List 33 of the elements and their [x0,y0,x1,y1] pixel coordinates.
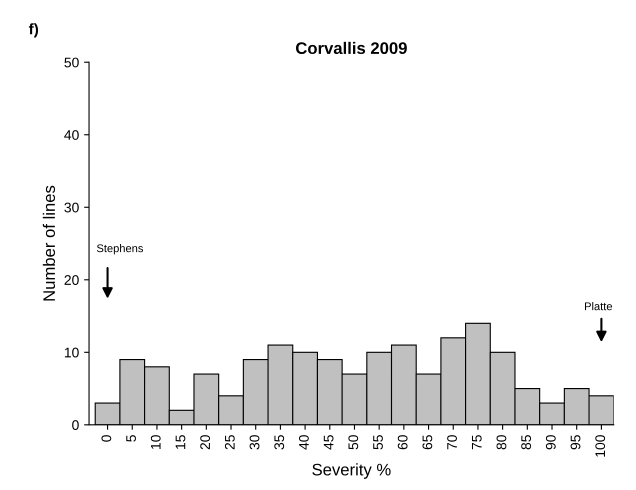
y-tick-label: 50 [64,58,79,68]
x-tick-label: 35 [274,435,284,450]
y-tick-label: 40 [64,130,79,140]
x-tick-label: 50 [348,435,358,450]
y-tick-label: 30 [64,202,79,212]
x-tick-label: 75 [472,435,482,450]
x-tick-label: 0 [101,435,112,442]
x-tick-label: 20 [200,435,210,450]
y-tick-label: 0 [72,420,79,430]
x-tick-label: 85 [521,435,532,450]
x-tick-label: 45 [324,435,334,450]
x-tick-label: 55 [373,435,383,450]
x-tick-label: 10 [150,435,161,449]
y-axis-title: Number of lines [42,186,56,301]
x-tick-label: 65 [422,435,432,450]
x-tick-label: 25 [224,435,235,450]
x-tick-label: 90 [546,435,556,450]
x-tick-label: 70 [447,435,457,450]
annotation: Platte [585,302,612,310]
x-tick-label: 40 [298,435,309,450]
annotation: Stephens [96,244,143,254]
x-tick-label: 15 [176,435,186,449]
x-axis-title: Severity % [312,463,391,479]
x-tick-label: 30 [250,435,260,450]
y-tick-label: 20 [64,275,79,285]
x-tick-label: 60 [398,435,408,450]
x-tick-label: 95 [570,435,580,450]
x-tick-label: 5 [126,435,136,442]
text: f) [28,23,38,38]
x-tick-label: 100 [595,435,606,457]
x-tick-label: 80 [496,435,506,450]
y-tick-label: 10 [64,348,79,358]
chart-title: Corvallis 2009 [296,42,407,54]
